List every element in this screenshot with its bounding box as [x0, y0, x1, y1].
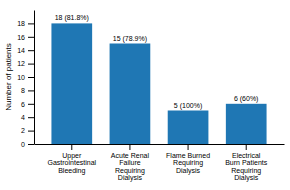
y-tick: 6	[21, 101, 34, 108]
y-tick-mark	[28, 23, 34, 24]
y-tick-label: 2	[21, 127, 25, 134]
y-tick: 0	[21, 141, 34, 148]
y-tick-label: 10	[17, 74, 25, 81]
y-tick-label: 6	[21, 101, 25, 108]
y-tick: 4	[21, 114, 34, 121]
y-tick-label: 18	[17, 20, 25, 27]
y-tick-label: 16	[17, 34, 25, 41]
y-tick: 16	[17, 34, 34, 41]
bar	[226, 104, 267, 144]
y-tick: 8	[21, 87, 34, 94]
y-axis: 0 2 4 6 8 10 12 14 16 18	[17, 11, 34, 148]
x-tick-label-line: Burn Patients	[225, 159, 268, 166]
bar	[168, 111, 209, 145]
x-tick-label-line: Dialysis	[118, 174, 143, 182]
y-tick-mark	[28, 37, 34, 38]
data-labels: 18 (81.8%) 15 (78.9%) 5 (100%) 6 (60%)	[55, 14, 259, 109]
x-tick-label-line: Electrical	[232, 152, 261, 159]
y-tick: 14	[17, 47, 34, 54]
data-label: 5 (100%)	[174, 102, 202, 110]
bar	[110, 44, 151, 145]
x-tick-label: UpperGastrointestinalBleeding	[47, 152, 96, 175]
x-tick-label-line: Gastrointestinal	[47, 159, 96, 166]
x-tick: Flame BurnedRequiringDialysis	[166, 144, 210, 175]
y-tick-mark	[28, 90, 34, 91]
y-tick: 2	[21, 127, 34, 134]
x-tick-mark	[188, 144, 189, 150]
y-tick-label: 4	[21, 114, 25, 121]
bars	[51, 23, 266, 144]
y-tick-mark	[28, 144, 34, 145]
x-tick-label: ElectricalBurn PatientsRequiringDialysis	[225, 152, 268, 182]
x-tick-label-line: Acute Renal	[111, 152, 150, 159]
bar	[51, 23, 92, 144]
y-tick: 12	[17, 60, 34, 67]
y-tick-mark	[28, 77, 34, 78]
y-tick-mark	[28, 117, 34, 118]
data-label: 6 (60%)	[234, 95, 259, 103]
y-tick-label: 12	[17, 60, 25, 67]
x-tick: UpperGastrointestinalBleeding	[47, 144, 96, 175]
x-tick-label: Acute RenalFailureRequiringDialysis	[111, 152, 150, 182]
x-tick-mark	[71, 144, 72, 150]
y-tick: 18	[17, 20, 34, 27]
data-label: 18 (81.8%)	[55, 14, 89, 22]
x-tick-label-line: Flame Burned	[166, 152, 210, 159]
x-tick-label-line: Bleeding	[58, 167, 85, 175]
x-axis: UpperGastrointestinalBleeding Acute Renal…	[35, 144, 285, 182]
x-tick: Acute RenalFailureRequiringDialysis	[111, 144, 150, 182]
y-tick-label: 14	[17, 47, 25, 54]
y-axis-title: Number of patients	[4, 43, 13, 111]
x-tick-label-line: Dialysis	[234, 174, 259, 182]
x-tick: ElectricalBurn PatientsRequiringDialysis	[225, 144, 268, 182]
x-tick-label: Flame BurnedRequiringDialysis	[166, 152, 210, 175]
data-label: 15 (78.9%)	[113, 35, 147, 43]
y-tick-mark	[28, 131, 34, 132]
y-tick-mark	[28, 104, 34, 105]
y-axis-line	[34, 11, 35, 145]
x-tick-mark	[129, 144, 130, 150]
y-tick-mark	[28, 50, 34, 51]
x-tick-label-line: Failure	[119, 159, 141, 166]
y-tick-label: 0	[21, 141, 25, 148]
chart: 0 2 4 6 8 10 12 14 16 18 UpperGastrointestinalBlee…	[0, 0, 290, 190]
y-tick-label: 8	[21, 87, 25, 94]
x-tick-mark	[246, 144, 247, 150]
y-tick-mark	[28, 64, 34, 65]
y-tick: 10	[17, 74, 34, 81]
x-tick-label-line: Dialysis	[176, 167, 201, 175]
plot: 0 2 4 6 8 10 12 14 16 18 UpperGastrointestinalBlee…	[17, 11, 284, 183]
